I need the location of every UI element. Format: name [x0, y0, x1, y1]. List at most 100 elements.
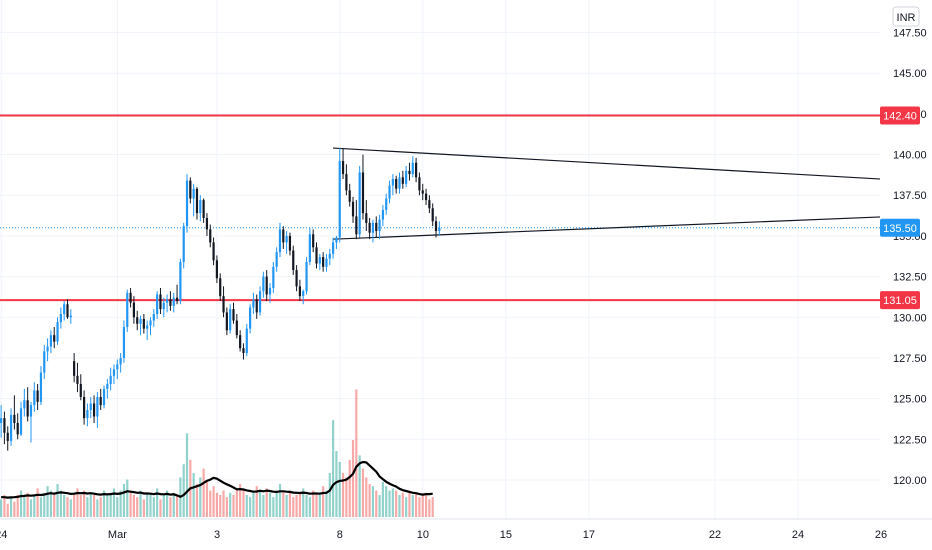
volume-bar [225, 497, 228, 517]
volume-bar [149, 495, 152, 517]
volume-bar [142, 499, 145, 517]
candle-body [225, 312, 228, 331]
candle-body [285, 235, 288, 243]
volume-bar [59, 490, 62, 517]
volume-bar [156, 488, 159, 517]
volume-bar [375, 490, 378, 517]
candle-body [3, 418, 6, 433]
volume-bar [112, 488, 116, 517]
price-tick-label: 137.50 [893, 190, 927, 202]
volume-bar [219, 495, 222, 517]
volume-bar [428, 499, 431, 517]
volume-bar [199, 477, 202, 517]
price-axis-background [880, 0, 932, 550]
volume-bar [351, 440, 355, 517]
candle-body [229, 309, 232, 331]
volume-bar [122, 484, 126, 517]
last-price-tag-background [880, 218, 920, 237]
volume-moving-average [1, 460, 433, 499]
candle-body [132, 302, 135, 318]
volume-bar [166, 490, 169, 517]
time-tick-label: 3 [214, 529, 220, 541]
candle-body [378, 219, 381, 232]
candle-body [398, 177, 401, 189]
candle-body [152, 314, 155, 321]
candle-body [305, 261, 308, 292]
candle-body [66, 304, 69, 318]
volume-bar [152, 497, 155, 517]
volume-bar [136, 497, 139, 517]
candle-body [83, 396, 86, 419]
candle-body [26, 400, 29, 417]
candle-body [76, 375, 79, 384]
volume-bar [298, 492, 301, 517]
candle-body [388, 185, 391, 199]
volume-bar [318, 495, 321, 517]
time-tick-label: 8 [337, 529, 343, 541]
volume-bar [26, 492, 29, 517]
volume-bar [172, 492, 175, 517]
candle-body [209, 229, 212, 243]
volume-bar [398, 495, 401, 517]
volume-ma-line [1, 460, 433, 499]
currency-badge[interactable]: INR [892, 6, 920, 27]
volume-bar [308, 497, 311, 517]
volume-bar [19, 490, 23, 517]
time-tick-label: 17 [583, 529, 595, 541]
candle-body [351, 201, 355, 217]
candle-body [122, 327, 126, 358]
candles [0, 148, 441, 451]
candle-body [401, 177, 404, 184]
trendline[interactable] [332, 215, 895, 240]
trendlines[interactable] [332, 147, 895, 240]
horizontal-levels[interactable] [0, 114, 880, 302]
volume-bar [408, 490, 411, 517]
candle-body [368, 222, 371, 233]
candle-body [112, 369, 116, 376]
trendline[interactable] [332, 147, 895, 181]
candle-body [325, 258, 328, 267]
candle-body [19, 408, 23, 435]
price-tick-label: 125.00 [893, 394, 927, 406]
price-tick-label: 120.00 [893, 475, 927, 487]
volume-bar [185, 433, 189, 517]
price-tick-label: 132.50 [893, 272, 927, 284]
candle-body [348, 190, 351, 202]
price-tags: 142.40 131.05 135.50 [880, 106, 920, 310]
volume-bar [312, 490, 315, 517]
candle-body [345, 174, 348, 191]
time-tick-label: Mar [108, 529, 127, 541]
volume-bar [332, 420, 335, 517]
last-price-tag-label: 135.50 [883, 223, 917, 235]
candle-body [49, 335, 52, 347]
volume-bar [39, 497, 43, 517]
candle-body [268, 287, 272, 295]
volume-bar [79, 495, 82, 517]
candle-body [361, 172, 365, 214]
volume-bar [388, 490, 391, 517]
volume-bar [418, 497, 421, 517]
volume-bar [245, 495, 248, 517]
candle-body [315, 247, 318, 264]
candle-body [102, 388, 106, 406]
volume-bar [421, 495, 424, 517]
volume-bar [16, 495, 19, 517]
time-axis[interactable]: 24 Mar 3 8 10 15 17 22 24 26 [0, 518, 932, 550]
candle-body [332, 242, 335, 254]
volume-bar [249, 497, 252, 517]
volume-bar [411, 495, 414, 517]
candle-body [185, 180, 189, 227]
candle-body [282, 229, 285, 243]
candle-body [338, 161, 341, 238]
candle-body [53, 335, 56, 342]
candle-body [438, 227, 441, 232]
candle-body [219, 278, 222, 297]
volume-bar [23, 497, 26, 517]
candle-body [36, 390, 39, 402]
candle-body [6, 432, 9, 441]
volume-bar [53, 495, 56, 517]
volume-bar [195, 484, 199, 517]
price-axis[interactable]: 120.00 122.50 125.00 127.50 130.00 132.50 135.… [880, 0, 932, 550]
candle-body [335, 237, 338, 243]
